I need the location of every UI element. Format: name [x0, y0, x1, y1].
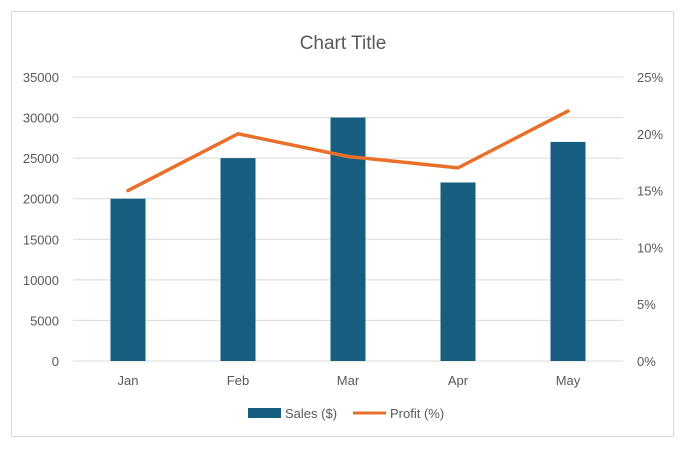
y2-tick-label: 10% [637, 240, 663, 255]
y2-tick-label: 20% [637, 127, 663, 142]
legend-label-profit: Profit (%) [390, 406, 444, 421]
y2-tick-label: 0% [637, 354, 656, 369]
y-tick-label: 5000 [30, 313, 59, 328]
y-tick-label: 15000 [23, 232, 59, 247]
y2-tick-label: 25% [637, 70, 663, 85]
y-tick-label: 30000 [23, 111, 59, 126]
y-tick-label: 35000 [23, 70, 59, 85]
x-tick-label: Jan [118, 373, 139, 388]
point-profit-feb [236, 132, 240, 136]
x-tick-label: Mar [337, 373, 360, 388]
x-axis: Jan Feb Mar Apr May [118, 373, 581, 388]
primary-y-axis: 0 5000 10000 15000 20000 25000 30000 35000 [23, 70, 59, 369]
bar-sales-feb [220, 158, 256, 361]
legend: Sales ($) Profit (%) [248, 406, 444, 421]
y-tick-label: 25000 [23, 151, 59, 166]
bar-sales-may [550, 141, 586, 361]
y-tick-label: 20000 [23, 192, 59, 207]
chart-title: Chart Title [300, 33, 387, 54]
x-tick-label: May [556, 373, 581, 388]
y2-tick-label: 15% [637, 184, 663, 199]
sales-bars [110, 117, 586, 361]
legend-swatch-sales [248, 408, 281, 418]
legend-label-sales: Sales ($) [285, 406, 337, 421]
y-tick-label: 0 [52, 354, 59, 369]
secondary-y-axis: 0% 5% 10% 15% 20% 25% [637, 70, 663, 369]
y-tick-label: 10000 [23, 273, 59, 288]
y2-tick-label: 5% [637, 297, 656, 312]
point-profit-apr [456, 166, 460, 170]
point-profit-jan [126, 189, 130, 193]
bar-sales-jan [110, 198, 146, 361]
profit-line [126, 109, 570, 193]
x-tick-label: Feb [227, 373, 249, 388]
bar-sales-apr [440, 182, 476, 361]
point-profit-mar [346, 155, 350, 159]
x-tick-label: Apr [448, 373, 469, 388]
point-profit-may [566, 109, 570, 113]
